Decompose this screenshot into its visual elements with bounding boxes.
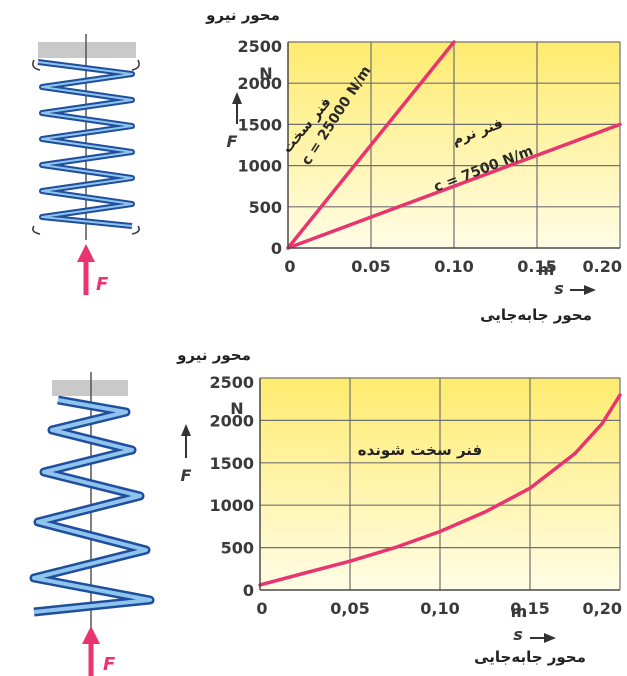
axis-arrow-icon bbox=[570, 285, 596, 295]
y-tick-label: 1500 bbox=[237, 115, 282, 134]
y-tick-label: 1000 bbox=[237, 157, 282, 176]
displacement-axis-label-1: محور جابه‌جایی bbox=[480, 306, 592, 324]
x-tick-labels-1: 0 0.05 0.10 0.15 0.20 bbox=[284, 257, 622, 276]
y-axis-label-2: F bbox=[181, 466, 192, 485]
y-axis-label-1: F bbox=[227, 132, 238, 151]
axis-arrow-icon bbox=[181, 424, 191, 458]
x-tick-label: 0,05 bbox=[330, 599, 369, 618]
x-tick-label: 0 bbox=[256, 599, 267, 618]
x-tick-label: 0 bbox=[284, 257, 295, 276]
y-tick-label: 2500 bbox=[237, 37, 282, 56]
x-tick-label: 0.05 bbox=[351, 257, 390, 276]
bottom-panel: F 0 500 1000 1500 2000 2500 0 0,05 0,10 0,15 0,20… bbox=[29, 346, 622, 676]
y-tick-label: 0 bbox=[271, 239, 282, 258]
svg-text:F: F bbox=[96, 274, 109, 295]
svg-text:F: F bbox=[103, 654, 116, 675]
force-arrow-icon: F bbox=[77, 244, 109, 295]
y-tick-label: 2000 bbox=[209, 411, 254, 430]
axis-arrow-icon bbox=[530, 633, 556, 643]
x-tick-label: 0,20 bbox=[583, 599, 622, 618]
y-tick-label: 1500 bbox=[209, 454, 254, 473]
y-tick-labels-1: 0 500 1000 1500 2000 2500 bbox=[237, 37, 282, 258]
force-axis-label-1: محور نیرو bbox=[205, 6, 280, 24]
x-tick-label: 0.15 bbox=[517, 257, 556, 276]
series-line-1 bbox=[286, 40, 456, 250]
series-line-2 bbox=[286, 122, 622, 250]
y-tick-label: 500 bbox=[249, 198, 282, 217]
series-annotation-progressive: فنر سخت شونده bbox=[358, 441, 482, 459]
x-tick-label: 0.10 bbox=[434, 257, 473, 276]
series-group-1 bbox=[286, 40, 622, 250]
force-axis-label-2: محور نیرو bbox=[176, 346, 251, 364]
y-tick-label: 2000 bbox=[237, 74, 282, 93]
spring-icon bbox=[29, 372, 155, 640]
series-line-1 bbox=[258, 393, 622, 587]
y-tick-label: 1000 bbox=[209, 496, 254, 515]
x-tick-label: 0,15 bbox=[510, 599, 549, 618]
x-axis-label-1: s bbox=[554, 279, 564, 298]
y-unit-1: N bbox=[259, 64, 272, 83]
y-tick-label: 2500 bbox=[209, 373, 254, 392]
y-tick-labels-2: 0 500 1000 1500 2000 2500 bbox=[209, 373, 254, 600]
x-unit-2: m bbox=[511, 602, 528, 621]
y-tick-label: 500 bbox=[221, 539, 254, 558]
x-tick-label: 0,10 bbox=[420, 599, 459, 618]
grid-2 bbox=[260, 377, 621, 590]
displacement-axis-label-2: محور جابه‌جایی bbox=[474, 648, 586, 666]
force-arrow-icon: F bbox=[82, 626, 116, 676]
series-group-2 bbox=[258, 393, 622, 587]
y-unit-2: N bbox=[230, 399, 243, 418]
x-axis-label-2: s bbox=[513, 625, 523, 644]
axis-arrow-icon bbox=[232, 92, 242, 124]
spring-icon bbox=[32, 34, 140, 240]
grid-1 bbox=[288, 41, 621, 248]
x-tick-labels-2: 0 0,05 0,10 0,15 0,20 bbox=[256, 599, 622, 618]
top-panel: F 0 500 1000 1500 2000 2500 0 0.05 0.10 0.15 0.20… bbox=[32, 6, 622, 324]
x-tick-label: 0.20 bbox=[583, 257, 622, 276]
y-tick-label: 0 bbox=[243, 581, 254, 600]
x-unit-1: m bbox=[538, 260, 555, 279]
